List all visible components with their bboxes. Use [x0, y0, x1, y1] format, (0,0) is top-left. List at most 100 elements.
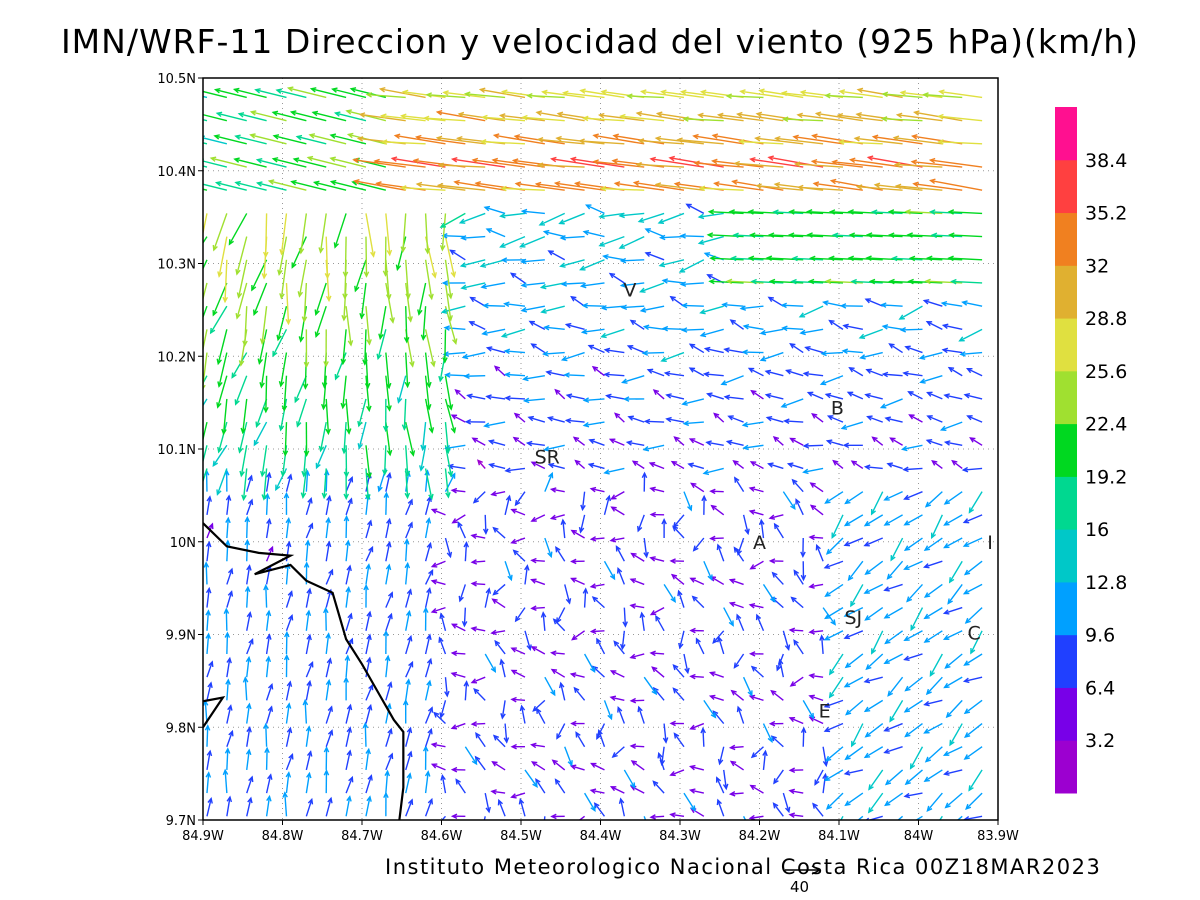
wind-arrow — [461, 351, 486, 360]
wind-arrow — [691, 595, 705, 609]
wind-arrow — [569, 156, 625, 168]
wind-arrow — [305, 587, 312, 608]
wind-arrow — [619, 282, 645, 288]
wind-arrow — [385, 375, 392, 412]
wind-arrow — [767, 296, 784, 307]
wind-arrow — [641, 471, 648, 492]
wind-arrow — [733, 476, 745, 493]
wind-arrow — [440, 305, 466, 314]
wind-arrow — [549, 514, 565, 521]
wind-arrow — [424, 797, 433, 817]
place-label: A — [753, 532, 766, 554]
wind-arrow — [225, 678, 231, 701]
wind-arrow — [750, 278, 784, 285]
wind-arrow — [881, 324, 903, 331]
wind-arrow — [205, 540, 212, 562]
wind-arrow — [541, 89, 585, 99]
wind-arrow — [893, 161, 943, 168]
colorbar-segment — [1055, 476, 1077, 530]
wind-arrow — [544, 537, 553, 559]
wind-arrow — [265, 705, 274, 724]
wind-arrow — [947, 255, 983, 262]
wind-arrow — [611, 746, 625, 759]
wind-arrow — [405, 498, 413, 516]
wind-arrow — [404, 352, 411, 389]
wind-arrow — [215, 111, 247, 122]
wind-arrow — [241, 468, 248, 502]
wind-arrow — [365, 795, 372, 817]
wind-arrow — [483, 816, 486, 820]
wind-arrow — [690, 482, 705, 493]
wind-arrow — [589, 583, 605, 589]
wind-arrow — [442, 329, 448, 364]
x-tick-label: 84.6W — [421, 829, 463, 844]
wind-arrow — [385, 471, 392, 492]
wind-arrow — [345, 564, 352, 585]
wind-arrow — [785, 369, 804, 377]
wind-arrow — [512, 549, 526, 562]
wind-arrow — [844, 792, 864, 807]
x-tick-label: 84.8W — [262, 829, 304, 844]
wind-arrow — [305, 522, 314, 539]
wind-arrow — [579, 259, 605, 271]
wind-arrow — [285, 613, 294, 632]
wind-arrow — [209, 156, 247, 168]
wind-arrow — [512, 436, 526, 446]
wind-arrow — [898, 305, 923, 320]
wind-arrow — [390, 156, 446, 168]
wind-arrow — [493, 365, 506, 377]
colorbar-label: 28.8 — [1085, 308, 1127, 330]
wind-arrow — [598, 235, 625, 247]
wind-arrow — [470, 676, 486, 684]
wind-arrow — [365, 545, 374, 562]
wind-arrow — [217, 236, 228, 278]
wind-arrow — [442, 90, 486, 99]
wind-arrow — [723, 347, 744, 354]
wind-arrow — [631, 460, 645, 470]
wind-arrow — [749, 784, 764, 794]
wind-arrow — [660, 89, 704, 99]
wind-arrow — [514, 181, 565, 191]
wind-arrow — [728, 578, 744, 586]
wind-arrow — [728, 601, 744, 609]
wind-arrow — [800, 538, 806, 559]
wind-arrow — [642, 444, 665, 452]
wind-arrow — [716, 543, 725, 562]
wind-arrow — [344, 654, 351, 678]
wind-arrow — [439, 612, 447, 631]
wind-arrow — [203, 468, 208, 484]
wind-arrow — [303, 422, 310, 457]
wind-arrow — [748, 814, 764, 820]
wind-arrow — [699, 328, 724, 338]
wind-arrow — [245, 748, 252, 771]
wind-arrow — [232, 87, 267, 99]
wind-arrow — [444, 677, 450, 698]
wind-arrow — [239, 445, 248, 478]
wind-arrow — [340, 375, 347, 410]
wind-arrow — [556, 607, 566, 624]
wind-arrow — [717, 746, 725, 766]
wind-arrow — [620, 304, 645, 311]
wind-arrow — [660, 351, 685, 363]
wind-arrow — [405, 421, 416, 457]
wind-arrow — [688, 343, 705, 354]
wind-arrow — [698, 185, 744, 192]
wind-arrow — [234, 180, 267, 191]
wind-arrow — [742, 514, 750, 536]
wind-arrow — [748, 602, 764, 609]
wind-arrow — [424, 587, 432, 608]
wind-arrow — [828, 676, 844, 699]
wind-arrow — [438, 636, 447, 655]
wind-arrow — [768, 514, 784, 520]
wind-arrow — [424, 633, 432, 655]
wind-arrow — [463, 91, 506, 99]
wind-arrow — [550, 813, 565, 820]
wind-arrow — [285, 771, 292, 794]
wind-arrow — [206, 660, 214, 678]
wind-arrow — [918, 351, 943, 360]
wind-arrow — [304, 539, 311, 562]
wind-arrow — [554, 778, 566, 794]
wind-arrow — [608, 272, 625, 284]
wind-arrow — [458, 584, 467, 603]
wind-arrow — [809, 504, 824, 516]
